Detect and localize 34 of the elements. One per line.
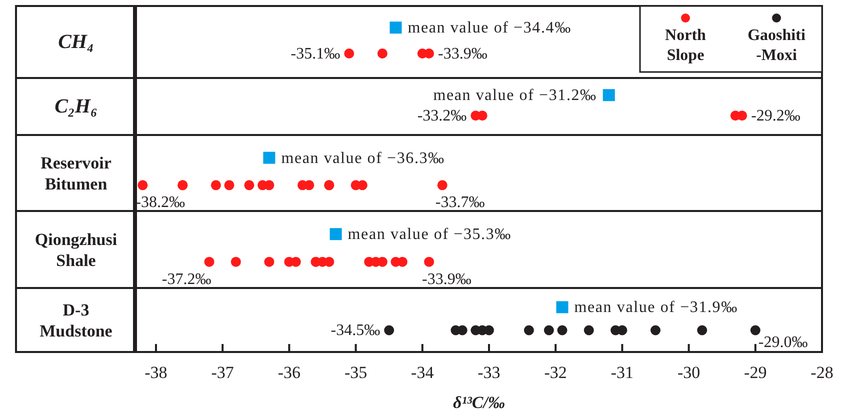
annotation: -29.2‰ [751, 108, 800, 125]
annotation: mean value of −35.3‰ [348, 226, 512, 244]
y-tick-label: Reservoir Bitumen [40, 154, 112, 194]
x-tick-label: -36 [278, 363, 301, 382]
x-tick-label: -35 [344, 363, 368, 382]
annotation: -38.2‰ [136, 194, 185, 212]
annotation: -33.9‰ [438, 46, 488, 63]
annotation: -34.5‰ [330, 322, 380, 340]
annotation: mean value of −36.3‰ [281, 150, 445, 167]
x-tick-label: -34 [411, 363, 434, 382]
y-tick-label: D-3 Mudstone [40, 300, 113, 340]
annotation: -33.2‰ [417, 108, 467, 125]
annotation: -37.2‰ [162, 270, 212, 288]
annotation: -35.1‰ [290, 46, 340, 63]
x-axis-title: δ¹³C/‰ [453, 393, 505, 412]
x-tick-label: -30 [677, 363, 700, 382]
legend-label: North Slope [665, 27, 706, 64]
annotation: -29.0‰ [758, 334, 808, 352]
x-tick-label: -28 [810, 363, 834, 382]
x-tick-label: -38 [144, 363, 168, 382]
y-tick-label: CH₄ [58, 31, 94, 53]
annotation: -33.9‰ [422, 270, 472, 288]
annotation: -33.7‰ [435, 194, 485, 212]
x-tick-label: -37 [211, 363, 234, 382]
legend-label: Gaoshiti-Moxi [748, 27, 806, 64]
x-tick-label: -29 [744, 363, 767, 382]
y-tick-label: Qiongzhusi Shale [34, 230, 118, 270]
y-tick-label: C₂H₆ [54, 96, 98, 118]
annotation: mean value of −31.2‰ [433, 87, 597, 104]
x-tick-label: -32 [544, 363, 567, 382]
x-tick-label: -31 [610, 363, 634, 382]
x-tick-label: -33 [478, 363, 500, 382]
annotation: mean value of −31.9‰ [574, 299, 738, 316]
annotation: mean value of −34.4‰ [408, 20, 572, 37]
